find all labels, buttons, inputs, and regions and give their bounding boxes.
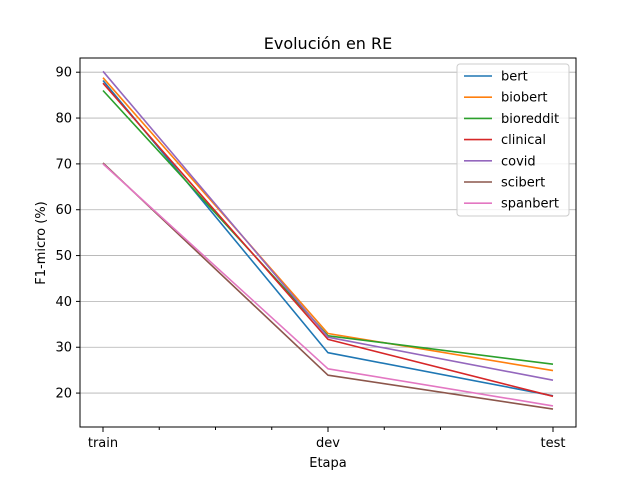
legend-label-bert: bert [501,70,528,85]
x-tick-label: test [541,436,566,451]
y-axis-ticks: 20 30 40 50 60 70 80 90 [55,66,80,402]
x-tick-label: dev [316,436,340,451]
x-tick-label: train [88,436,118,451]
y-tick-label: 30 [55,341,72,356]
series-lines [102,70,554,410]
series-line-scibert [102,162,554,410]
y-tick-label: 20 [55,387,72,402]
series-line-bioreddit [102,89,554,365]
series-line-clinical [102,82,554,398]
legend-label-bioreddit: bioreddit [501,112,559,127]
chart-title: Evolución en RE [264,34,393,53]
legend-label-biobert: biobert [501,91,548,106]
legend-label-covid: covid [501,154,536,169]
y-tick-label: 50 [55,249,72,264]
legend-label-clinical: clinical [501,133,546,148]
y-tick-label: 70 [55,157,72,172]
y-axis-label: F1-micro (%) [34,201,49,285]
series-line-covid [102,70,554,381]
legend-label-spanbert: spanbert [501,197,559,212]
x-axis-ticks: train dev test [88,427,566,451]
y-tick-label: 60 [55,203,72,218]
series-line-biobert [102,77,554,372]
y-tick-label: 80 [55,112,72,127]
x-axis-label: Etapa [309,456,347,471]
legend-box [456,63,570,217]
y-tick-label: 40 [55,295,72,310]
y-tick-label: 90 [55,66,72,81]
legend-label-scibert: scibert [501,176,545,191]
series-line-spanbert [102,163,554,407]
legend: bert biobert bioreddit clinical covid scibert… [456,63,570,217]
